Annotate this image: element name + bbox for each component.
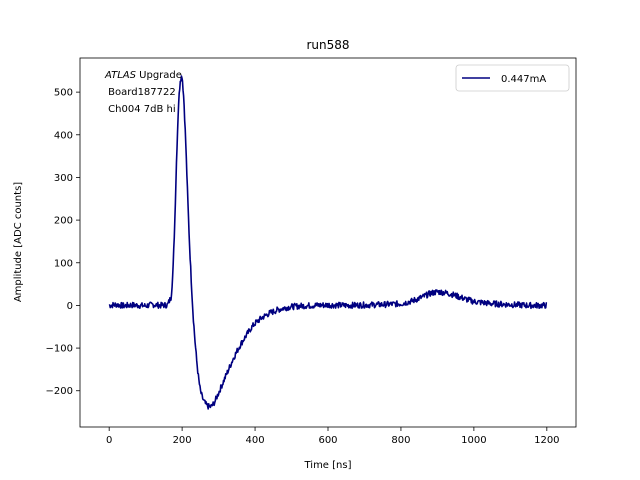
legend-label-0447ma: 0.447mA [501,74,546,85]
annotation-upgrade: Upgrade [136,70,182,81]
annotation-line-1: ATLAS Upgrade [104,70,182,81]
annotation-line-2: Board187722 [105,87,176,98]
y-tick-label: −200 [46,386,73,397]
x-tick-label: 600 [318,435,337,446]
x-tick-label: 200 [173,435,192,446]
y-tick-label: 300 [54,173,73,184]
y-tick-label: −100 [46,344,73,355]
x-tick-label: 800 [391,435,410,446]
x-tick-label: 0 [106,435,112,446]
legend-box [455,64,570,92]
x-tick-label: 1200 [534,435,559,446]
annotation-atlas: ATLAS [104,70,137,81]
chart-title: run588 [306,38,349,52]
x-axis-label: Time [ns] [303,460,351,471]
atlas-annotation: ATLAS Upgrade Board187722 Ch004 7dB hi [104,70,182,115]
plot-area [108,75,548,410]
x-tick-label: 1000 [461,435,486,446]
y-axis-ticks: −200 −100 0 100 200 300 400 500 [46,88,80,397]
annotation-line-3: Ch004 7dB hi [105,104,176,115]
legend: 0.447mA [455,64,570,92]
x-tick-label: 400 [246,435,265,446]
x-axis-ticks: 0 200 400 600 800 1000 1200 [106,427,560,446]
y-tick-label: 500 [54,88,73,99]
y-tick-label: 100 [54,258,73,269]
y-axis-label: Amplitude [ADC counts] [13,182,24,302]
y-tick-label: 0 [67,301,73,312]
series-line-0447ma [108,75,548,410]
y-tick-label: 200 [54,216,73,227]
y-tick-label: 400 [54,130,73,141]
